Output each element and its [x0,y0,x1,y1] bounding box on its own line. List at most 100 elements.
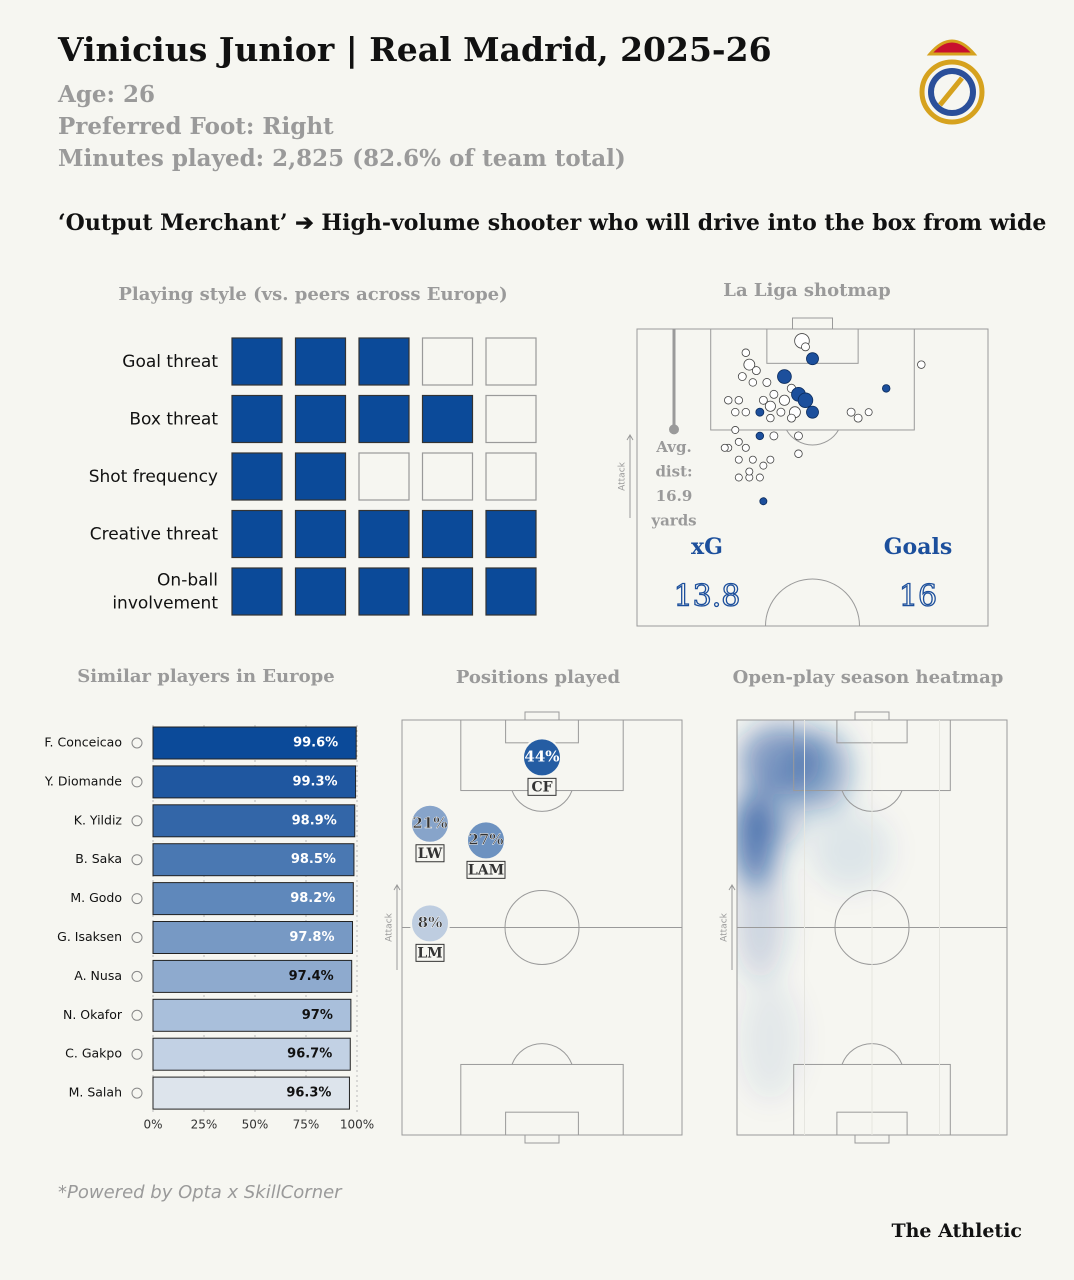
style-square-filled [358,337,410,386]
shot [737,372,747,381]
avg-distance-text: Avg. [655,438,691,456]
xg-label: xG [691,534,723,560]
style-square-filled [294,567,347,616]
section-title: Positions played [456,667,621,688]
bar [152,765,357,799]
shot [724,396,733,405]
shot [762,378,772,387]
style-square-empty [358,452,410,501]
shot [769,431,779,441]
xg-value: 13.8 [674,579,741,614]
style-square-filled [358,509,410,559]
shot [846,407,856,417]
style-label: On-ball [157,571,218,591]
player-name: K. Yildiz [74,812,123,827]
style-square-filled [294,337,347,386]
bar [152,882,354,916]
bar [152,1037,351,1071]
player-name: M. Salah [69,1085,122,1100]
club-icon [131,1009,143,1021]
shot [864,408,873,417]
shot [766,455,775,464]
shot [720,443,729,452]
foot: Preferred Foot: Right [58,113,334,140]
shot [755,473,764,482]
goal [524,1134,560,1144]
shot [734,473,743,482]
archetype: ‘Output Merchant’ ➔ High-volume shooter … [58,210,1046,236]
attack-label: Attack [385,912,395,942]
value-label: 96.7% [287,1047,332,1062]
player-name: C. Gakpo [65,1046,122,1061]
x-tick-label: 75% [293,1118,320,1132]
value-label: 99.6% [293,736,338,751]
shot [741,443,750,452]
club-icon [131,970,143,982]
value-label: 97% [302,1008,333,1023]
position-label: LAM [468,862,504,878]
position-tag [415,844,445,863]
center-circle [765,578,860,627]
club-icon [131,815,143,827]
shot [734,396,743,405]
shot [751,366,761,375]
section-title: Similar players in Europe [77,666,334,687]
age: Age: 26 [57,81,155,108]
club-icon [131,1087,143,1099]
style-square-empty [485,394,537,444]
shot [806,352,819,366]
penalty-arc [786,429,839,446]
shot [758,395,768,405]
shot [794,431,803,441]
player-name: B. Saka [75,851,122,866]
club-icon [131,776,143,788]
shot [741,407,751,417]
style-square-empty [421,337,474,386]
bar [152,998,352,1032]
value-label: 98.5% [291,852,336,867]
shot [882,384,891,393]
style-square-filled [231,394,283,444]
shot [745,467,754,476]
value-label: 96.3% [286,1086,331,1101]
value-label: 97.4% [289,969,334,984]
position-circle [410,903,450,944]
position-share: 27% [468,830,503,848]
player-name: M. Godo [70,890,122,905]
style-square-filled [485,567,537,616]
shot [769,389,779,399]
shot [794,449,803,458]
bar [152,959,353,993]
player-name: F. Conceicao [44,735,122,750]
avg-distance-dot [669,424,679,435]
style-square-filled [421,394,474,444]
goal [524,711,560,721]
minutes: Minutes played: 2,825 (82.6% of team tot… [58,145,626,172]
value-label: 98.9% [292,813,337,828]
goals-label: Goals [884,534,952,560]
shot [917,360,926,369]
shot [734,437,743,446]
club-icon [131,737,143,749]
arrow-head [393,884,401,891]
style-square-filled [358,567,410,616]
penalty-arc [511,1043,573,1065]
shot [764,400,776,412]
shot [778,394,790,406]
style-label: Creative threat [90,525,219,545]
avg-distance-text: dist: [655,463,692,481]
position-share: 8% [418,913,443,931]
shot [759,461,768,470]
position-tag [527,777,557,796]
shot [797,392,814,409]
shot [731,426,740,434]
shot [731,407,740,417]
club-icon [131,1048,143,1060]
style-square-empty [421,452,474,501]
goal [792,317,833,330]
position-tag [415,943,445,962]
value-label: 98.2% [290,891,335,906]
style-label: Shot frequency [89,467,218,487]
style-square-filled [231,509,283,559]
